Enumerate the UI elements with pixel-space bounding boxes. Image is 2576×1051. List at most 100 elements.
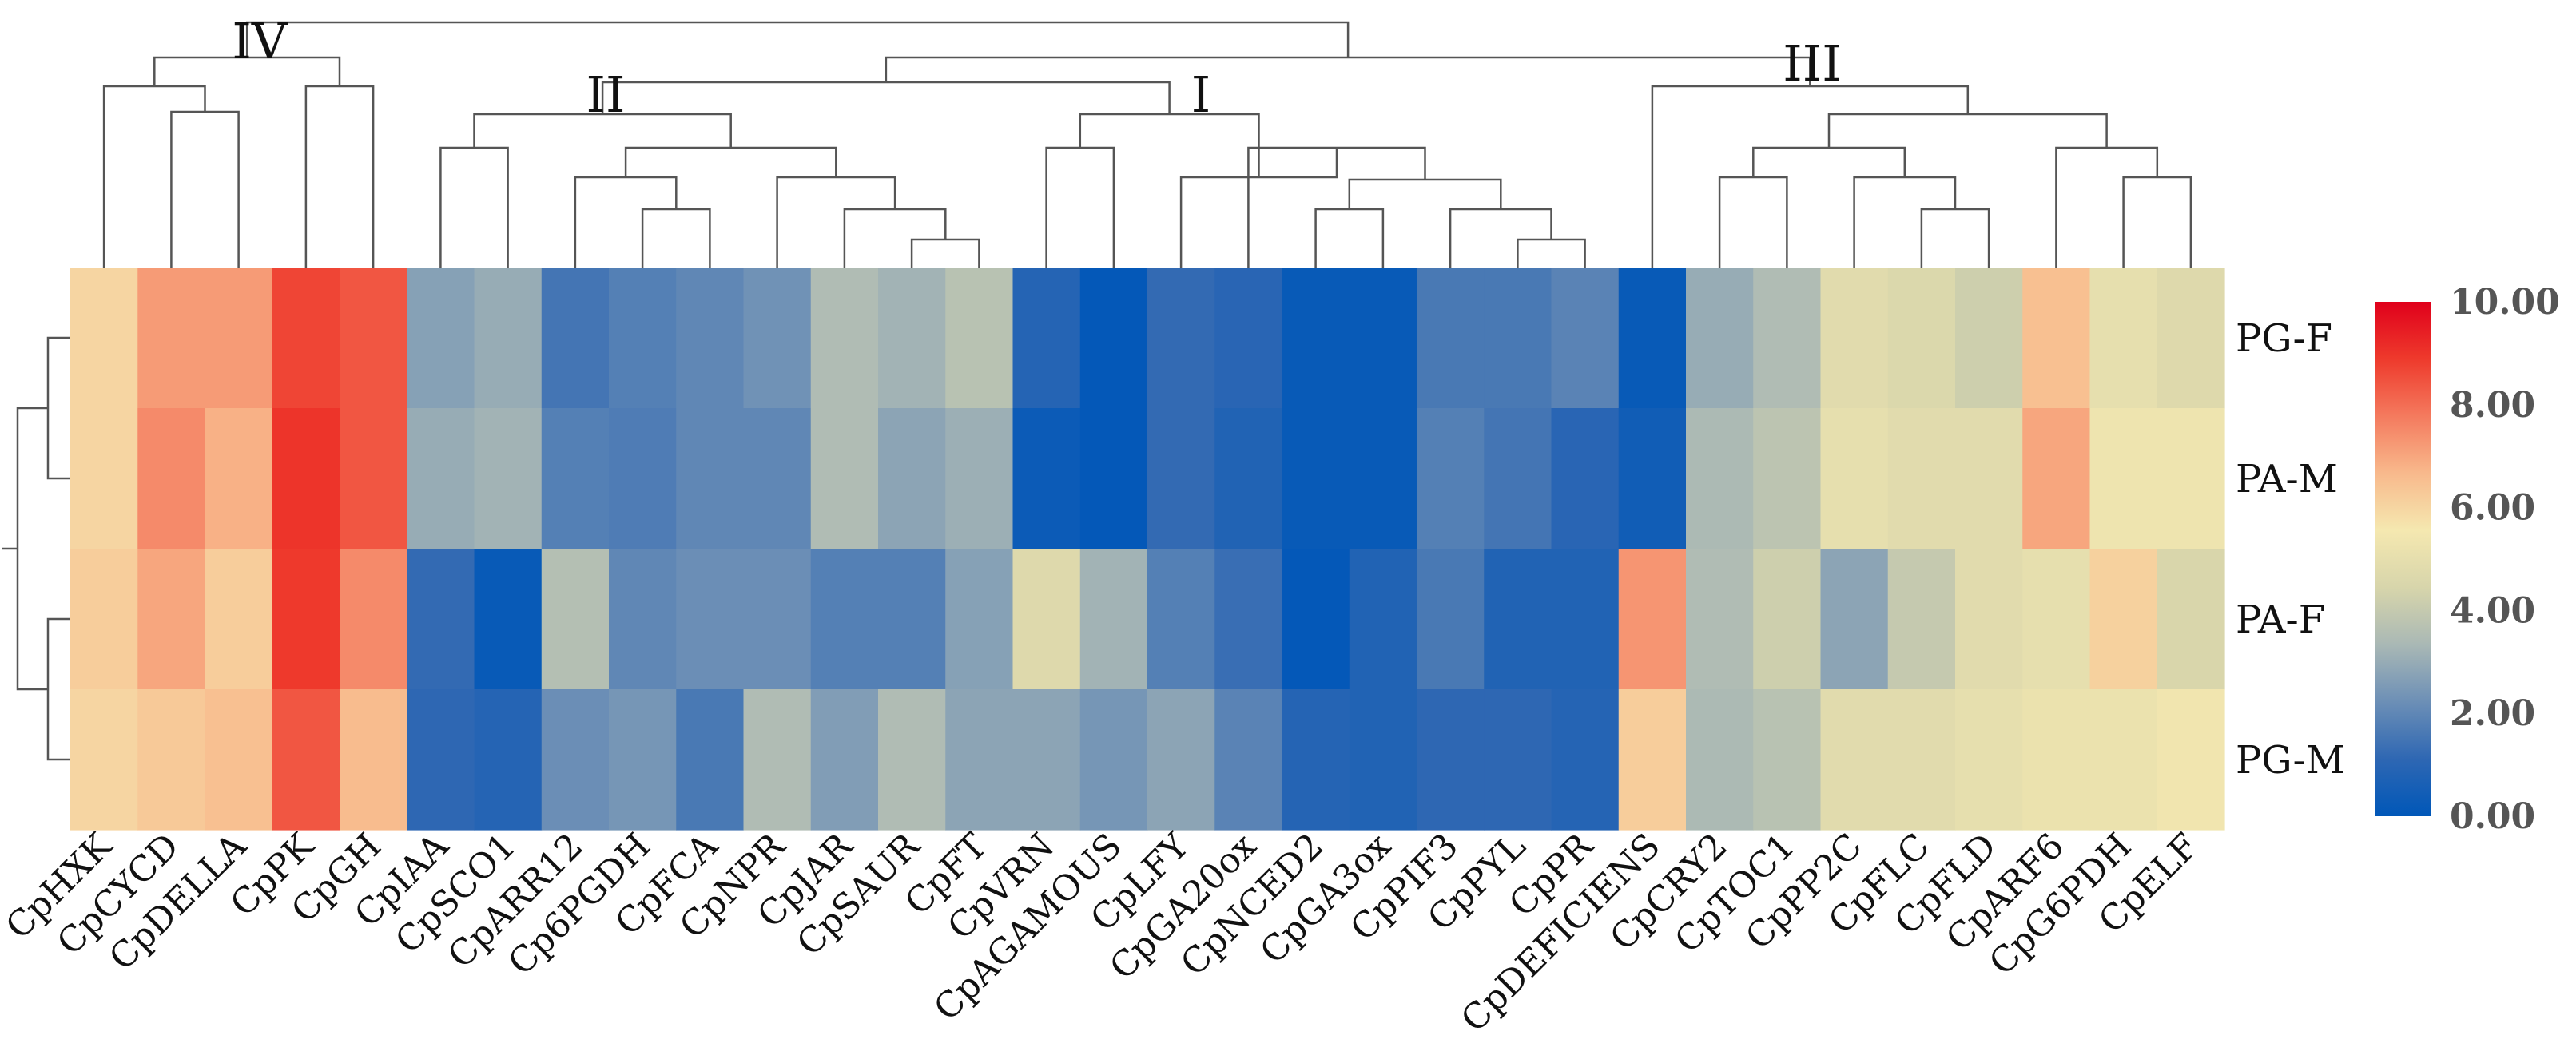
heatmap-cell-pa-f-cpcry2 [1686, 549, 1754, 690]
colorbar-tick-5: 0.00 [2450, 796, 2535, 837]
heatmap-cell-pg-m-cpsco1 [474, 689, 543, 831]
colorbar-tick-4: 2.00 [2450, 693, 2535, 734]
colorbar-tick-0: 10.00 [2450, 282, 2560, 323]
heatmap-cell-pg-f-cphxk [70, 268, 138, 409]
heatmap-cell-pa-m-cplfy [1147, 408, 1215, 549]
heatmap-cell-pa-f-cpsaur [878, 549, 946, 690]
heatmap-cell-pa-m-cparf6 [2022, 408, 2091, 549]
heatmap-cell-pa-m-cppr [1551, 408, 1620, 549]
heatmap-cell-pa-m-cppif3 [1417, 408, 1485, 549]
heatmap-cell-pa-m-cppp2c [1820, 408, 1889, 549]
column-dendrogram-branch-4 [439, 146, 509, 268]
heatmap-cell-pa-m-cpft [945, 408, 1014, 549]
heatmap-cell-pg-m-cpflc [1887, 689, 1956, 831]
heatmap-cell-pg-m-cpnpr [743, 689, 812, 831]
heatmap-cell-pa-f-cpga20ox [1214, 549, 1283, 690]
heatmap-cell-pa-f-cphxk [70, 549, 138, 690]
heatmap-cell-pa-m-cpcry2 [1686, 408, 1754, 549]
heatmap-cell-pg-m-cppk [272, 689, 340, 831]
heatmap-cell-pg-f-cparf6 [2022, 268, 2091, 409]
heatmap-cell-pa-f-cpgh [340, 549, 407, 690]
heatmap-cell-pg-f-cpga3ox [1349, 268, 1417, 409]
heatmap-cell-pg-f-cpvrn [1012, 268, 1081, 409]
heatmap-cell-pa-f-cppif3 [1417, 549, 1485, 690]
heatmap-cell-pa-m-cpjar [810, 408, 879, 549]
heatmap-cell-pa-m-cpfld [1955, 408, 2023, 549]
column-labels: CpHXKCpCYCDCpDELLACpPKCpGHCpIAACpSCO1CpA… [0, 824, 2207, 1040]
heatmap-cell-pa-m-cpiaa [407, 408, 475, 549]
heatmap-cell-pa-f-cpnpr [743, 549, 812, 690]
heatmap-cell-pg-m-cpfld [1955, 689, 2023, 831]
heatmap-cell-pa-m-cpsaur [878, 408, 946, 549]
heatmap-cell-pg-m-cpcry2 [1686, 689, 1754, 831]
heatmap-cell-pg-f-cpgh [340, 268, 407, 409]
column-dendrogram-branch-21 [1920, 208, 1990, 268]
heatmap-cell-pa-f-cparr12 [541, 549, 610, 690]
heatmap-cell-pa-m-cparr12 [541, 408, 610, 549]
column-dendrogram-branch-12 [1045, 146, 1115, 268]
heatmap-cell-pg-f-cppk [272, 268, 340, 409]
heatmap-cell-pg-m-cparr12 [541, 689, 610, 831]
heatmap-cell-pg-m-cppp2c [1820, 689, 1889, 831]
heatmap-cell-pa-f-cplfy [1147, 549, 1215, 690]
heatmap-cell-pg-m-cpgh [340, 689, 407, 831]
heatmap-cell-pg-m-cpdeficiens [1618, 689, 1687, 831]
heatmap-cell-pg-f-cpelf [2157, 268, 2225, 409]
heatmap-cell-pg-m-cpvrn [1012, 689, 1081, 831]
column-dendrogram-branch-23 [1752, 146, 1906, 177]
heatmap-cell-pg-m-cpfca [676, 689, 745, 831]
heatmap-cell-pa-m-cpvrn [1012, 408, 1081, 549]
heatmap-cell-pg-f-cpdella [205, 268, 273, 409]
heatmap-cell-pg-m-cppif3 [1417, 689, 1485, 831]
heatmap-cell-pa-f-cppr [1551, 549, 1620, 690]
heatmap-cell-pg-f-cpcry2 [1686, 268, 1754, 409]
column-dendrogram-branch-0 [170, 110, 240, 268]
heatmap-cell-pg-m-cptoc1 [1753, 689, 1822, 831]
heatmap-cell-pa-f-cpg6pdh [2089, 549, 2158, 690]
colorbar-gradient [2375, 302, 2431, 816]
colorbar: 10.00 8.00 6.00 4.00 2.00 0.00 [2375, 282, 2560, 837]
column-dendrogram-branch-13 [1517, 238, 1586, 268]
heatmap-cell-pa-f-cpelf [2157, 549, 2225, 690]
row-labels: PG-F PA-M PA-F PG-M [2236, 316, 2345, 783]
heatmap-cell-pa-m-cpnced2 [1282, 408, 1350, 549]
heatmap-cell-pg-m-cpga3ox [1349, 689, 1417, 831]
heatmap-cell-pg-f-cpfca [676, 268, 745, 409]
heatmap-cell-pa-f-cpiaa [407, 549, 475, 690]
heatmap-cell-pg-f-cpft [945, 268, 1014, 409]
heatmap-cell-pg-m-cpnced2 [1282, 689, 1350, 831]
cluster-labels: IV II I III [232, 12, 1841, 124]
heatmap-cell-pg-f-cpga20ox [1214, 268, 1283, 409]
column-dendrogram-branch-7 [910, 238, 980, 268]
heatmap-cell-pa-f-cppyl [1484, 549, 1552, 690]
heatmap-cell-pg-f-cppyl [1484, 268, 1552, 409]
column-dendrogram-branch-2 [304, 85, 375, 268]
heatmap-cell-pg-f-cpagamous [1079, 268, 1148, 409]
heatmap-cell-pg-f-cpdeficiens [1618, 268, 1687, 409]
heatmap-cell-pg-f-cpcycd [137, 268, 206, 409]
heatmap-cell-pa-m-cpelf [2157, 408, 2225, 549]
heatmap-cell-pa-f-cpflc [1887, 549, 1956, 690]
colorbar-tick-3: 4.00 [2450, 590, 2535, 631]
heatmap-cells [70, 268, 2225, 831]
heatmap-cell-pa-f-cpsco1 [474, 549, 543, 690]
heatmap-cell-pa-m-cphxk [70, 408, 138, 549]
heatmap-cell-pa-f-cpjar [810, 549, 879, 690]
heatmap-cell-pg-m-cpiaa [407, 689, 475, 831]
column-dendrogram [102, 21, 2192, 268]
heatmap-cell-pg-f-cppif3 [1417, 268, 1485, 409]
row-dendrogram-branch-1 [46, 617, 70, 761]
heatmap-cell-pa-f-cpvrn [1012, 549, 1081, 690]
heatmap-cell-pa-f-cpdeficiens [1618, 549, 1687, 690]
heatmap-cell-pa-f-cptoc1 [1753, 549, 1822, 690]
heatmap-cell-pa-f-cp6pgdh [609, 549, 677, 690]
heatmap-cell-pa-f-cpcycd [137, 549, 206, 690]
heatmap-cell-pg-m-cppyl [1484, 689, 1552, 831]
column-dendrogram-branch-16 [1348, 178, 1502, 209]
heatmap-cell-pa-m-cppyl [1484, 408, 1552, 549]
heatmap-cell-pg-f-cpjar [810, 268, 879, 409]
heatmap-cell-pg-f-cpnpr [743, 268, 812, 409]
heatmap-cell-pa-f-cparf6 [2022, 549, 2091, 690]
heatmap-cell-pg-f-cpsaur [878, 268, 946, 409]
colorbar-tick-labels: 10.00 8.00 6.00 4.00 2.00 0.00 [2450, 282, 2560, 837]
